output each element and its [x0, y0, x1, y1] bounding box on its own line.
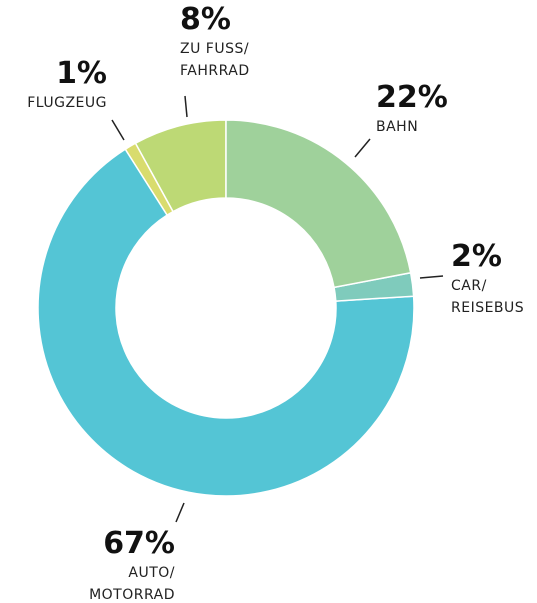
value-label: 67% [103, 526, 175, 561]
category-label: CAR/ REISEBUS [451, 278, 525, 316]
value-label: 2% [451, 239, 502, 274]
leader-lines [111, 95, 444, 523]
category-label: BAHN [376, 119, 419, 135]
leader-line [354, 138, 371, 158]
leader-line [419, 275, 444, 279]
leader-line [111, 119, 125, 141]
category-label: AUTO/ MOTORRAD [89, 565, 175, 603]
value-label: 22% [376, 80, 448, 115]
donut-segment [333, 271, 415, 302]
leader-line [184, 95, 188, 118]
donut-segment [225, 119, 412, 289]
value-label: 1% [56, 56, 107, 91]
category-label: ZU FUSS/ FAHRRAD [180, 41, 250, 79]
category-label: FLUGZEUG [27, 95, 107, 111]
value-label: 8% [180, 2, 231, 37]
leader-line [175, 502, 185, 523]
donut-segment [37, 148, 415, 497]
